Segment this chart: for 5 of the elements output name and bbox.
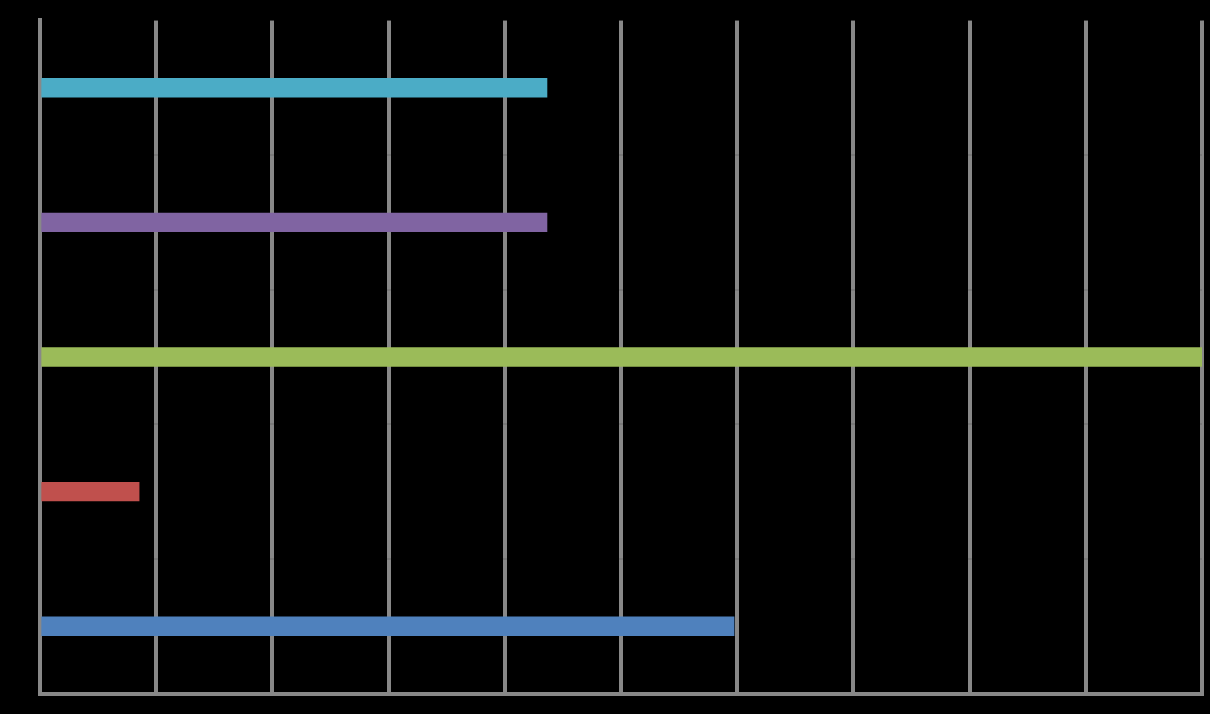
bar (41, 347, 1202, 367)
bar (41, 78, 548, 98)
bar (41, 616, 735, 636)
bar (41, 481, 140, 502)
bar (41, 212, 548, 233)
